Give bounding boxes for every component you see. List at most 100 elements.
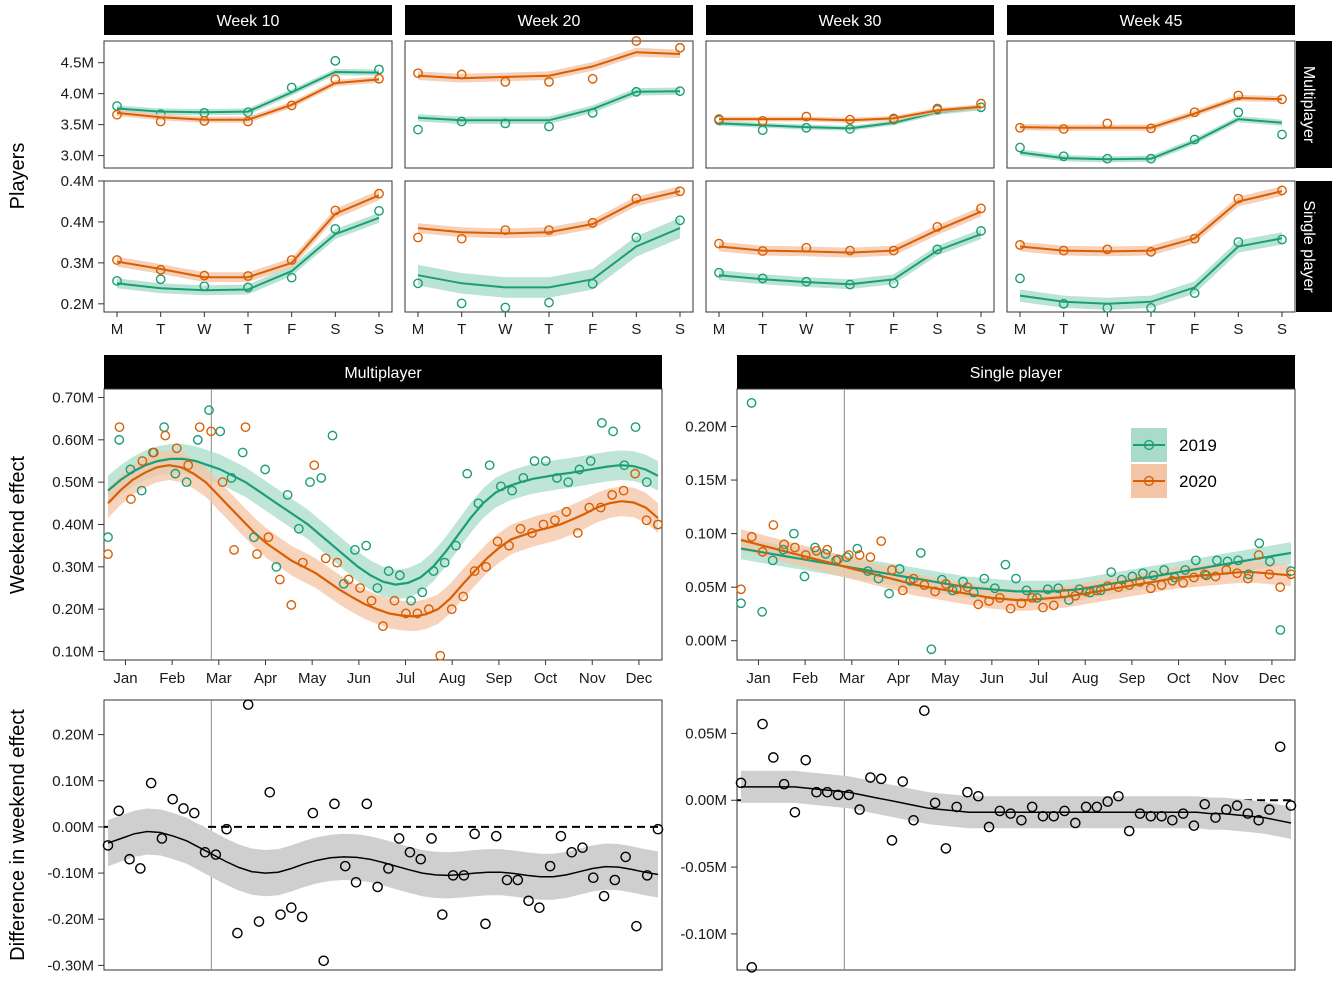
day-label: F	[588, 321, 597, 338]
band-2019	[117, 68, 379, 116]
point-2020	[126, 494, 136, 504]
point-2019	[863, 566, 873, 576]
panel-mp-week-3	[705, 40, 995, 169]
band-2020	[741, 529, 1291, 611]
point-2019	[1190, 555, 1201, 566]
point-difference	[789, 806, 801, 818]
point-2020	[607, 489, 618, 500]
y-tick-label: 0.00M	[52, 819, 94, 836]
point-2019	[757, 273, 768, 284]
point-2020	[865, 552, 876, 563]
y-tick-label: 0.60M	[52, 432, 94, 449]
point-2020	[456, 233, 467, 244]
point-2020	[492, 536, 503, 547]
point-2020	[1233, 90, 1244, 101]
point-difference	[919, 705, 930, 716]
point-2020	[845, 245, 855, 256]
point-2020	[343, 574, 354, 585]
point-2019	[271, 561, 282, 572]
point-difference	[329, 798, 340, 810]
point-2019	[155, 274, 166, 285]
legend-label: 2019	[1179, 436, 1217, 455]
point-difference	[1253, 814, 1264, 826]
point-2019	[888, 278, 899, 289]
point-2019	[1159, 565, 1169, 575]
point-difference	[490, 830, 502, 842]
point-2019	[1021, 585, 1032, 596]
month-label: Jun	[347, 670, 371, 687]
point-2019	[831, 555, 842, 566]
multiplayer-strip-label: Multiplayer	[344, 365, 422, 382]
month-label: Jun	[980, 670, 1004, 687]
week-strip-3: Week 30	[706, 5, 994, 35]
point-2020	[736, 584, 746, 595]
point-difference	[210, 849, 222, 860]
point-2019	[125, 464, 136, 475]
point-2020	[675, 186, 685, 197]
point-difference	[566, 847, 578, 858]
row-strip-multiplayer: Multiplayer	[1296, 41, 1332, 168]
panel-mp-week-4	[1006, 40, 1296, 169]
point-difference	[501, 874, 513, 886]
point-2020	[976, 203, 986, 214]
point-2020	[320, 553, 331, 564]
point-difference	[480, 918, 491, 930]
month-label: May	[298, 670, 327, 687]
legend-label: 2020	[1179, 472, 1217, 491]
point-2019	[757, 125, 768, 136]
point-2019	[394, 570, 405, 581]
point-2020	[538, 519, 549, 530]
point-2019	[820, 549, 831, 559]
point-2020	[919, 580, 930, 590]
point-2020	[887, 565, 897, 575]
point-2020	[1178, 577, 1189, 588]
point-2020	[1221, 565, 1232, 575]
point-difference	[1285, 800, 1297, 811]
point-difference	[275, 909, 286, 920]
point-2020	[330, 205, 341, 216]
point-2019	[1015, 273, 1025, 284]
point-difference	[135, 863, 146, 874]
point-2019	[316, 473, 327, 483]
band-2019	[719, 229, 981, 290]
point-difference	[447, 870, 459, 881]
y-tick-label: -0.30M	[47, 957, 94, 974]
point-2020	[114, 422, 125, 433]
point-2019	[529, 456, 540, 466]
point-2019	[585, 456, 596, 466]
point-difference	[437, 909, 448, 920]
point-difference	[156, 833, 168, 844]
point-2020	[561, 506, 572, 517]
point-2019	[778, 544, 789, 555]
point-difference	[286, 902, 297, 913]
point-2020	[888, 113, 899, 124]
point-difference	[1167, 814, 1178, 826]
smooth-line-2019	[116, 70, 380, 114]
point-difference	[1134, 808, 1146, 819]
point-2020	[587, 73, 598, 84]
band-2019	[418, 217, 680, 298]
point-2020	[790, 542, 800, 553]
point-2020	[1277, 94, 1287, 105]
point-2020	[544, 225, 554, 236]
point-2019	[507, 485, 517, 496]
day-label: T	[243, 321, 252, 338]
point-2019	[746, 398, 757, 408]
point-2020	[243, 116, 253, 127]
point-2020	[456, 69, 467, 80]
day-label: M	[1014, 321, 1027, 338]
point-difference	[339, 860, 351, 872]
point-2019	[428, 566, 439, 576]
point-2020	[155, 116, 166, 127]
point-2020	[206, 426, 217, 437]
point-2019	[976, 226, 986, 236]
band-2019	[719, 105, 981, 131]
point-2019	[330, 55, 341, 66]
point-2019	[544, 121, 554, 132]
point-2020	[458, 591, 469, 602]
point-2019	[260, 464, 271, 475]
singleplayer-strip-label: Single player	[970, 365, 1063, 382]
point-2020	[1264, 569, 1275, 580]
point-2019	[282, 489, 293, 500]
point-2020	[631, 36, 642, 46]
